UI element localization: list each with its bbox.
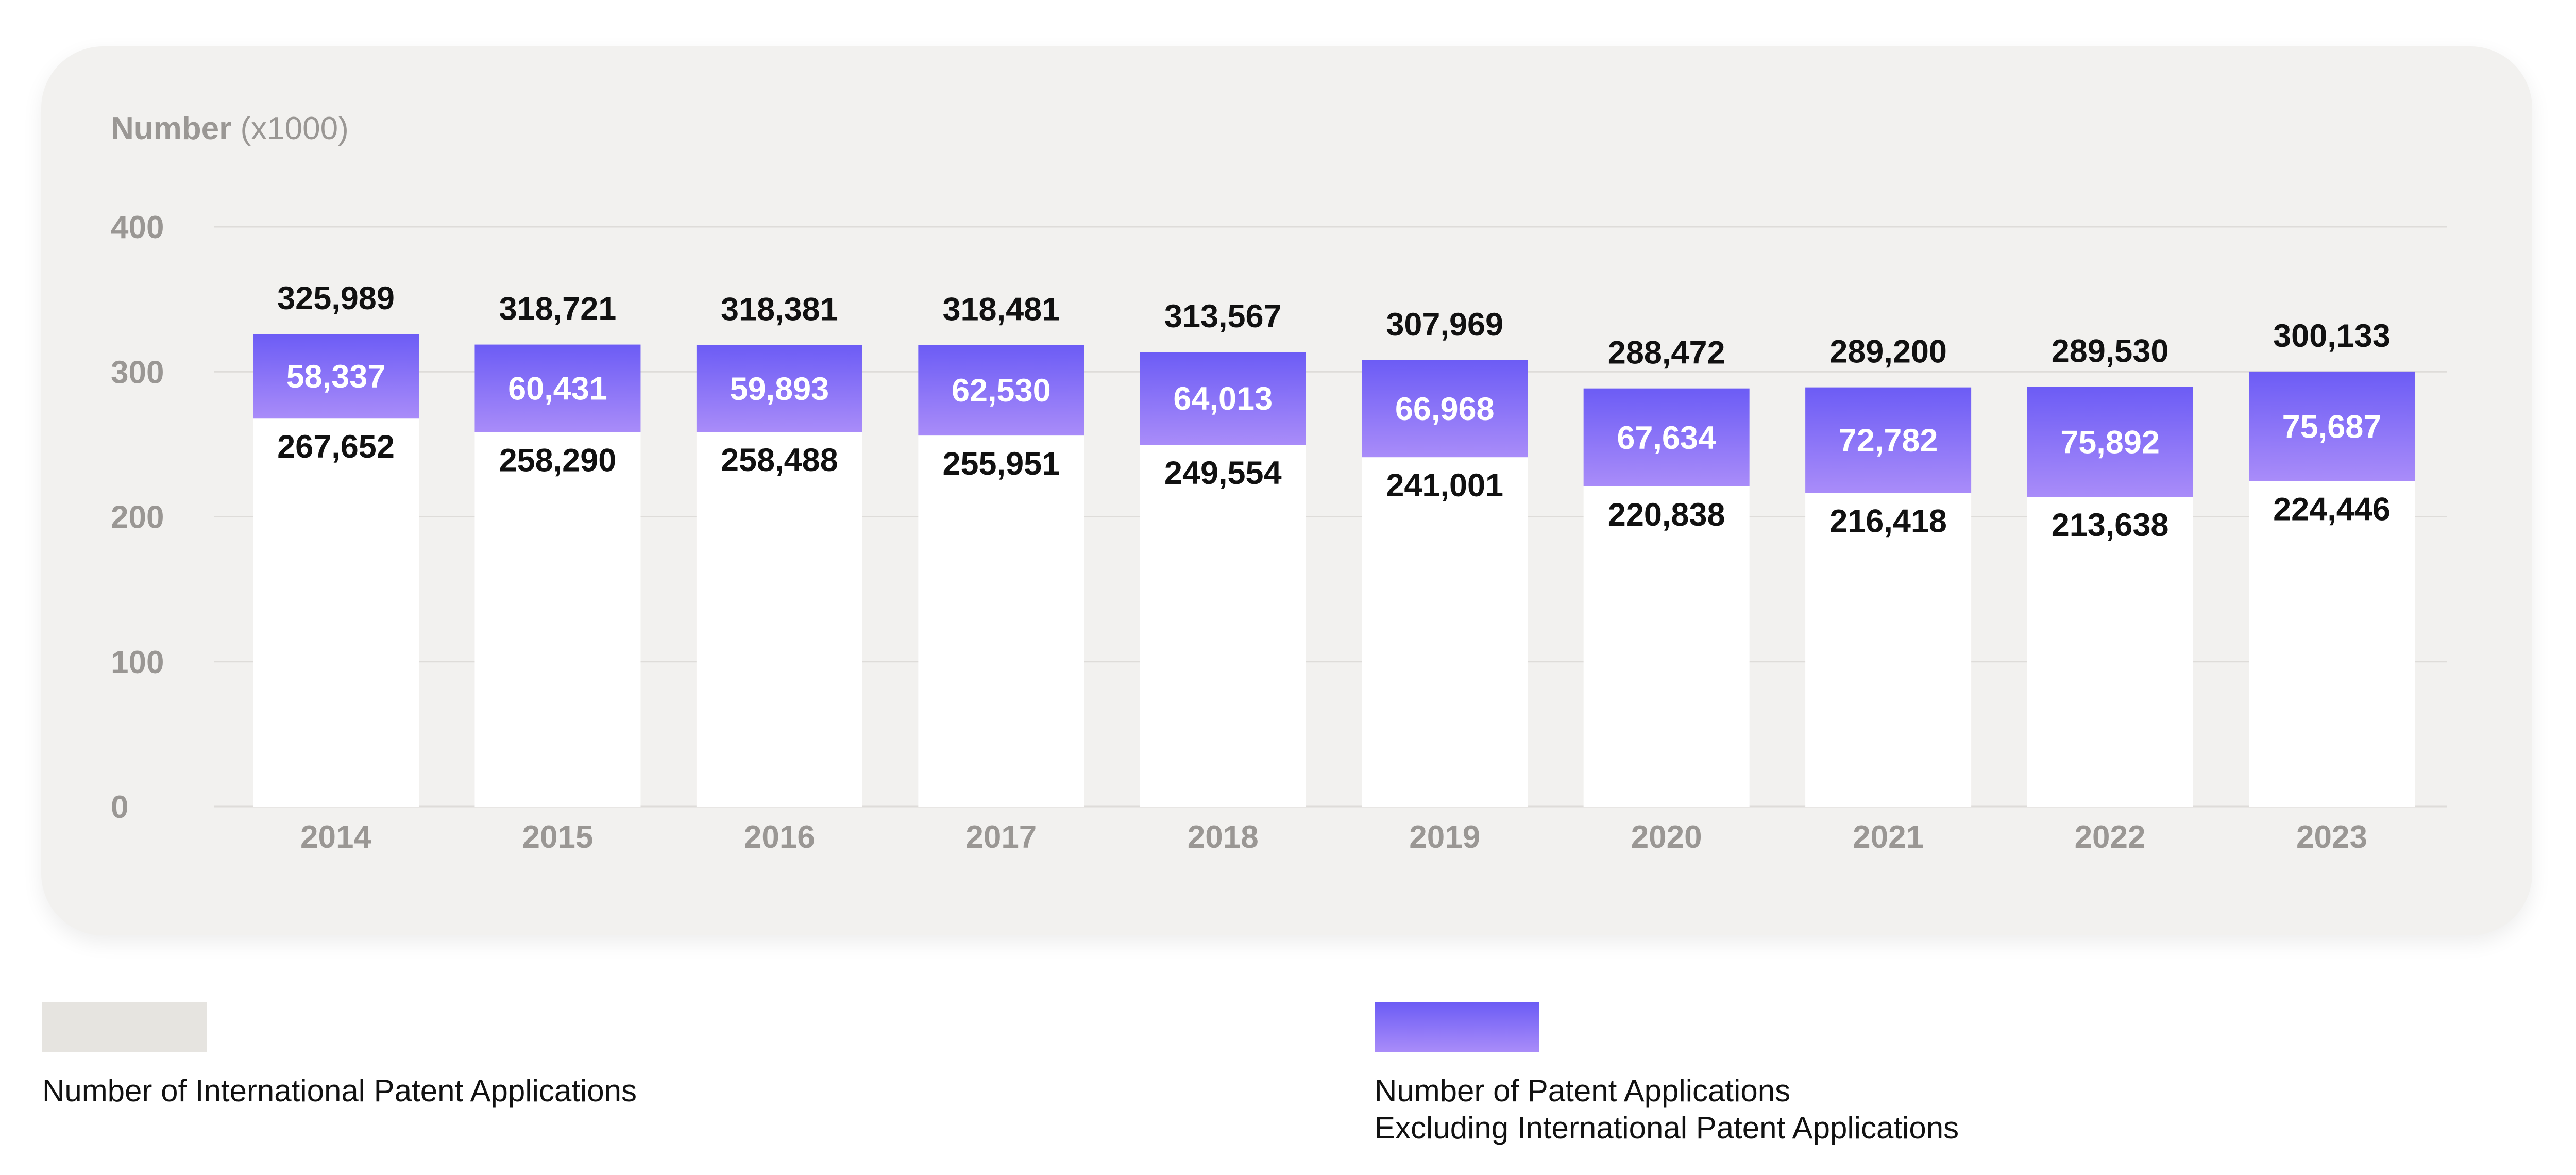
x-tick-label-2021: 2021 bbox=[1853, 819, 1924, 855]
y-tick-label-200: 200 bbox=[111, 500, 164, 535]
x-tick-label-2019: 2019 bbox=[1409, 819, 1480, 855]
bar-excluding-international-2014 bbox=[253, 334, 419, 419]
legend-swatch-international bbox=[42, 1002, 207, 1052]
data-label-excluding-2022: 75,892 bbox=[2060, 424, 2160, 460]
x-tick-label-2016: 2016 bbox=[744, 819, 815, 855]
data-label-excluding-2018: 64,013 bbox=[1173, 381, 1273, 417]
bar-international-2017 bbox=[918, 435, 1084, 807]
legend-label-international-line1: Number of International Patent Applicati… bbox=[42, 1073, 637, 1108]
data-label-excluding-2023: 75,687 bbox=[2282, 409, 2382, 445]
bar-excluding-international-2018 bbox=[1140, 352, 1306, 445]
data-label-total-2016: 318,381 bbox=[721, 292, 838, 328]
data-label-excluding-2016: 59,893 bbox=[730, 371, 829, 407]
data-label-excluding-2014: 58,337 bbox=[286, 359, 386, 395]
data-label-excluding-2015: 60,431 bbox=[508, 371, 607, 407]
data-label-international-2023: 224,446 bbox=[2273, 492, 2391, 528]
data-label-international-2014: 267,652 bbox=[277, 429, 395, 465]
legend-label-international: Number of International Patent Applicati… bbox=[42, 1072, 637, 1110]
grid-layer: 0 100 200 300 400 bbox=[111, 210, 2447, 825]
y-tick-label-400: 400 bbox=[111, 210, 164, 245]
data-label-excluding-2020: 67,634 bbox=[1617, 420, 1716, 456]
data-label-international-2019: 241,001 bbox=[1386, 467, 1503, 503]
bar-excluding-international-2016 bbox=[696, 345, 862, 432]
bar-international-2020 bbox=[1583, 486, 1750, 807]
x-tick-label-2014: 2014 bbox=[300, 819, 371, 855]
data-label-total-2015: 318,721 bbox=[499, 291, 617, 327]
legend-swatch-excluding-international bbox=[1375, 1002, 1539, 1052]
y-tick-label-0: 0 bbox=[111, 790, 128, 825]
data-label-total-2023: 300,133 bbox=[2273, 318, 2391, 354]
data-label-total-2022: 289,530 bbox=[2052, 333, 2169, 370]
chart-svg: Number (x1000) 0 100 200 300 400 58,337 267,6… bbox=[111, 111, 2447, 855]
bar-international-2021 bbox=[1805, 493, 1972, 807]
data-label-excluding-2019: 66,968 bbox=[1395, 391, 1495, 427]
y-tick-label-300: 300 bbox=[111, 355, 164, 390]
data-label-international-2017: 255,951 bbox=[942, 446, 1060, 482]
bar-international-2015 bbox=[474, 432, 641, 807]
data-label-international-2020: 220,838 bbox=[1608, 497, 1725, 533]
bar-excluding-international-2015 bbox=[474, 344, 641, 432]
data-label-total-2020: 288,472 bbox=[1608, 335, 1725, 371]
data-label-total-2014: 325,989 bbox=[277, 280, 395, 316]
bar-international-2016 bbox=[696, 432, 862, 807]
data-label-total-2017: 318,481 bbox=[942, 291, 1060, 327]
bar-international-2022 bbox=[2027, 497, 2193, 807]
bar-excluding-international-2022 bbox=[2027, 387, 2193, 497]
bar-excluding-international-2019 bbox=[1362, 360, 1528, 458]
x-tick-label-2018: 2018 bbox=[1188, 819, 1259, 855]
data-label-total-2018: 313,567 bbox=[1164, 298, 1282, 334]
y-tick-label-100: 100 bbox=[111, 645, 164, 680]
data-label-international-2018: 249,554 bbox=[1164, 455, 1282, 491]
x-tick-label-2022: 2022 bbox=[2075, 819, 2146, 855]
bar-excluding-international-2017 bbox=[918, 345, 1084, 436]
bar-international-2014 bbox=[253, 418, 419, 807]
legend-label-excluding-international: Number of Patent Applications Excluding … bbox=[1375, 1072, 1959, 1147]
bar-excluding-international-2023 bbox=[2249, 371, 2415, 481]
x-tick-label-2015: 2015 bbox=[522, 819, 593, 855]
legend-item-international: Number of International Patent Applicati… bbox=[42, 1002, 637, 1110]
data-label-total-2021: 289,200 bbox=[1829, 334, 1947, 370]
legend-item-excluding-international: Number of Patent Applications Excluding … bbox=[1375, 1002, 1959, 1147]
legend-label-excluding-line1: Number of Patent Applications bbox=[1375, 1073, 1791, 1108]
data-label-international-2016: 258,488 bbox=[721, 442, 838, 478]
data-label-total-2019: 307,969 bbox=[1386, 307, 1503, 343]
bar-excluding-international-2021 bbox=[1805, 387, 1972, 493]
x-tick-label-2023: 2023 bbox=[2296, 819, 2367, 855]
x-tick-label-2017: 2017 bbox=[965, 819, 1037, 855]
bar-international-2019 bbox=[1362, 457, 1528, 807]
bar-international-2018 bbox=[1140, 445, 1306, 807]
bar-international-2023 bbox=[2249, 481, 2415, 807]
data-label-excluding-2021: 72,782 bbox=[1839, 423, 1938, 459]
data-label-international-2015: 258,290 bbox=[499, 443, 617, 479]
chart-card: Number (x1000) 0 100 200 300 400 58,337 267,6… bbox=[41, 46, 2532, 935]
data-label-international-2021: 216,418 bbox=[1829, 503, 1947, 539]
x-tick-label-2020: 2020 bbox=[1631, 819, 1702, 855]
y-axis-title: Number (x1000) bbox=[111, 111, 349, 146]
bar-excluding-international-2020 bbox=[1583, 388, 1750, 486]
bars-layer: 58,337 267,652 325,989 2014 60,431 258,290 318… bbox=[253, 280, 2415, 855]
data-label-international-2022: 213,638 bbox=[2052, 507, 2169, 543]
legend-label-excluding-line2: Excluding International Patent Applicati… bbox=[1375, 1111, 1959, 1145]
data-label-excluding-2017: 62,530 bbox=[952, 373, 1051, 409]
